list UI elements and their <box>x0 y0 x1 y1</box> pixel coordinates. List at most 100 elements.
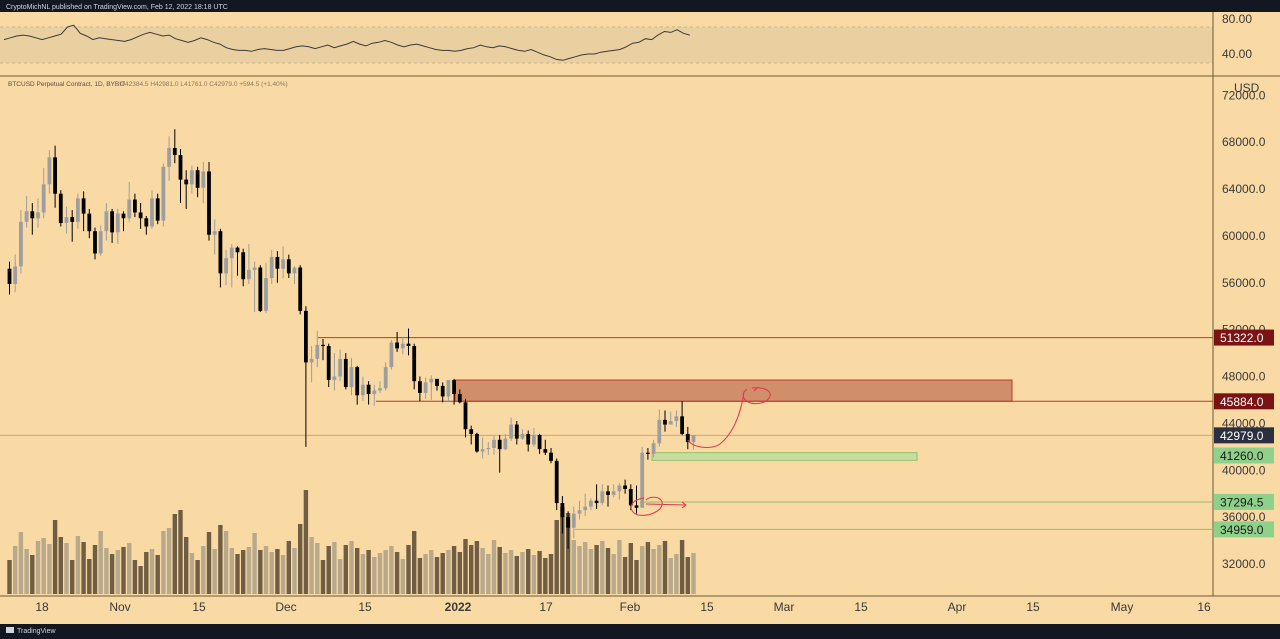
candle-body <box>235 247 240 253</box>
candle <box>537 433 542 454</box>
volume-bar <box>429 550 434 594</box>
volume-bar <box>337 559 343 594</box>
volume-bar <box>298 524 303 594</box>
candle-body <box>172 147 177 156</box>
volume-bar <box>349 541 354 594</box>
candle <box>378 381 382 393</box>
candle-body <box>514 424 519 439</box>
volume-bar <box>332 542 337 594</box>
candle-body <box>355 367 360 396</box>
time-tick-label: Dec <box>275 600 296 614</box>
candle-body <box>13 266 18 284</box>
volume-bar <box>474 541 480 594</box>
candle <box>201 162 206 204</box>
volume-bar <box>497 547 502 594</box>
volume-bar <box>263 546 269 594</box>
candle <box>440 382 445 403</box>
level-labels: 51322.0 45884.0 42979.0 41260.0 37294.5 34959… <box>1214 329 1274 538</box>
volume-bar <box>252 533 257 594</box>
volume-bar <box>286 541 291 594</box>
candle <box>475 432 479 453</box>
volume-bar <box>98 531 103 594</box>
volume-bars <box>7 490 696 594</box>
candle-body <box>98 231 103 254</box>
candle-body <box>195 170 200 188</box>
volume-bar <box>668 558 673 594</box>
candle-body <box>201 171 206 188</box>
volume-bar <box>292 548 297 594</box>
volume-bar <box>235 554 240 594</box>
candle-body <box>76 198 80 222</box>
candle <box>81 191 86 232</box>
candle <box>178 149 183 204</box>
bounce-arrow-drawing <box>687 386 771 448</box>
candle <box>628 484 633 511</box>
candle-body <box>623 485 627 489</box>
candle <box>412 343 417 390</box>
volume-bar <box>184 537 189 594</box>
candle-body <box>332 376 337 381</box>
candle <box>571 506 576 539</box>
candle <box>532 428 536 447</box>
candle-body <box>361 384 365 396</box>
candle <box>343 353 348 390</box>
candle <box>492 436 496 456</box>
candle-body <box>304 310 308 363</box>
volume-bar <box>246 547 252 594</box>
candle <box>566 511 570 549</box>
candle-body <box>184 179 189 185</box>
candle <box>520 429 525 440</box>
time-tick-label: 15 <box>358 600 372 614</box>
candle-body <box>497 439 502 450</box>
volume-bar <box>104 548 109 594</box>
candle-body <box>429 378 434 383</box>
candle-body <box>577 510 582 514</box>
candle <box>543 439 548 456</box>
candle <box>429 375 434 400</box>
time-tick-label: 15 <box>1026 600 1040 614</box>
candle-body <box>532 435 536 445</box>
volume-bar <box>127 543 132 594</box>
candle <box>486 442 491 456</box>
candle <box>617 483 622 500</box>
candle <box>526 430 531 452</box>
volume-bar <box>514 556 519 594</box>
candle-body <box>600 491 605 504</box>
volume-bar <box>87 559 92 594</box>
candle <box>155 193 160 225</box>
candle-body <box>207 171 211 235</box>
price-tick-label: 44000.0 <box>1222 416 1266 430</box>
candle-body <box>640 452 645 508</box>
candle <box>611 484 616 498</box>
candle-body <box>58 193 63 223</box>
candle-body <box>258 267 263 311</box>
candle-body <box>492 439 496 448</box>
volume-bar <box>70 560 75 594</box>
price-label-resistance: 45884.0 <box>1220 395 1264 409</box>
candle <box>326 343 331 388</box>
candle-body <box>526 433 531 445</box>
candle <box>212 219 217 255</box>
volume-bar <box>24 549 29 594</box>
volume-bar <box>440 553 445 594</box>
candle-body <box>594 500 599 504</box>
candle <box>13 254 18 293</box>
supply-zone <box>454 379 1013 402</box>
time-tick-label: 17 <box>539 600 553 614</box>
tradingview-logo[interactable]: TradingView <box>6 627 56 635</box>
candle <box>680 401 684 436</box>
chart-background <box>0 12 1280 624</box>
volume-bar <box>360 554 366 594</box>
candle-body <box>7 268 12 284</box>
volume-bar <box>634 560 639 594</box>
candle-body <box>628 489 633 506</box>
candle <box>98 225 103 256</box>
price-label-support: 37294.5 <box>1220 495 1264 509</box>
volume-bar <box>218 525 223 594</box>
candle <box>315 330 320 368</box>
candle <box>19 210 23 274</box>
price-tick-label: 60000.0 <box>1222 229 1266 243</box>
price-tick-label: 72000.0 <box>1222 88 1266 102</box>
time-tick-label: Mar <box>774 600 795 614</box>
candle-body <box>178 155 183 180</box>
